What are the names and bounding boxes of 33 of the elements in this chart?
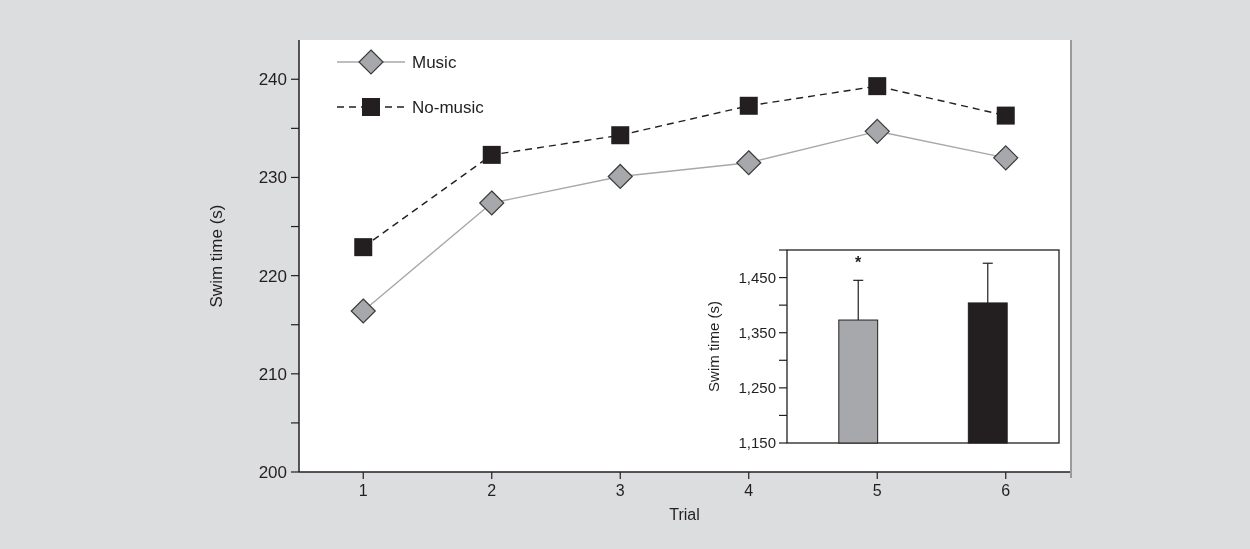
y-tick-label: 1,150 [738,434,776,452]
x-tick-label: 2 [487,482,497,499]
y-tick-label: 240 [258,70,287,90]
x-tick-label: 3 [615,482,625,499]
point [736,150,762,176]
point [479,190,505,216]
x-tick-label: 4 [744,482,754,499]
point [868,77,887,96]
y-axis-title: Swim time (s) [705,301,722,392]
point [864,118,890,144]
y-tick-label: 230 [258,168,287,188]
y-tick-label: 210 [258,364,287,384]
y-tick-label: 1,450 [738,268,776,286]
y-tick-label: 1,350 [738,323,776,341]
annotation: * [855,254,863,272]
x-axis-title: Trial [669,506,700,523]
point [354,238,373,257]
point [611,126,630,145]
x-tick-label: 5 [872,482,882,499]
point [482,145,501,164]
y-tick-label: 1,250 [738,379,776,397]
x-tick-label: 1 [358,482,368,499]
y-tick-label: 220 [258,266,287,286]
point [607,163,633,190]
point [739,96,758,115]
point [996,106,1015,125]
point [993,145,1019,171]
y-tick-label: 200 [258,462,287,482]
x-tick-label: 6 [1001,482,1011,499]
legend-label: No-music [412,97,485,117]
y-axis-title: Swim time (s) [207,204,226,308]
legend-label: Music [412,52,457,72]
point [350,298,376,324]
